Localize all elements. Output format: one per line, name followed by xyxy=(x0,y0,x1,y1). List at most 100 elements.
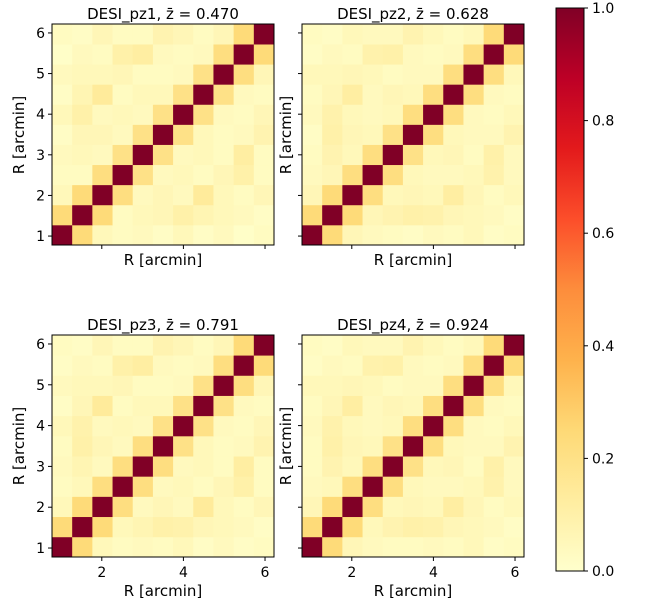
panel-1-heatmap xyxy=(52,24,275,246)
heatmap-cell xyxy=(112,64,134,85)
heatmap-cell xyxy=(233,536,255,558)
heatmap-cell xyxy=(132,44,154,65)
heatmap-cell xyxy=(362,355,384,376)
heatmap-cell xyxy=(443,335,464,356)
heatmap-cell xyxy=(173,476,194,497)
heatmap-cell xyxy=(463,355,485,376)
heatmap-cell xyxy=(52,335,73,356)
heatmap-cell xyxy=(362,415,384,437)
heatmap-cell xyxy=(152,435,174,457)
heatmap-cell xyxy=(72,64,93,85)
heatmap-cell xyxy=(423,104,444,125)
heatmap-cell xyxy=(503,456,525,477)
heatmap-cell xyxy=(423,375,444,396)
heatmap-cell xyxy=(233,84,255,105)
heatmap-cell xyxy=(233,64,255,85)
heatmap-cell xyxy=(233,144,255,166)
heatmap-cell xyxy=(72,44,93,65)
heatmap-cell xyxy=(342,124,363,145)
heatmap-cell xyxy=(112,476,134,497)
heatmap-cell xyxy=(72,104,93,125)
heatmap-cell xyxy=(193,355,214,376)
x-tick-label: 2 xyxy=(347,565,356,581)
heatmap-cell xyxy=(193,84,214,105)
heatmap-cell xyxy=(342,84,363,105)
y-tick-label: 1 xyxy=(36,541,45,557)
heatmap-cell xyxy=(152,104,174,125)
heatmap-cell xyxy=(463,415,485,437)
heatmap-cell xyxy=(92,415,113,437)
panel-1-title: DESI_pz1, z̄ = 0.470 xyxy=(87,5,239,24)
heatmap-cell xyxy=(112,355,134,376)
heatmap-cell xyxy=(152,375,174,396)
heatmap-cell xyxy=(52,144,73,166)
heatmap-cell xyxy=(382,44,404,65)
heatmap-cell xyxy=(463,204,485,226)
heatmap-cell xyxy=(423,44,444,65)
heatmap-cell xyxy=(443,164,464,186)
heatmap-cell xyxy=(362,84,384,105)
heatmap-cell xyxy=(382,64,404,85)
heatmap-cell xyxy=(302,64,323,85)
heatmap-cell xyxy=(52,184,73,206)
heatmap-cell xyxy=(322,435,343,457)
heatmap-cell xyxy=(193,435,214,457)
heatmap-cell xyxy=(503,24,525,45)
colorbar-gradient xyxy=(555,7,585,572)
heatmap-cell xyxy=(463,124,485,145)
colorbar-tick-label: 0.8 xyxy=(592,114,614,130)
y-tick-label: 4 xyxy=(36,419,45,435)
panel-2-frame xyxy=(301,23,525,246)
heatmap-cell xyxy=(173,84,194,105)
heatmap-cell xyxy=(173,375,194,396)
heatmap-cell xyxy=(173,496,194,518)
heatmap-cell xyxy=(52,204,73,226)
heatmap-cell xyxy=(382,104,404,125)
colorbar-tick-label: 0.6 xyxy=(592,226,614,242)
heatmap-cell xyxy=(132,124,154,145)
heatmap-cell xyxy=(423,124,444,145)
heatmap-cell xyxy=(152,415,174,437)
heatmap-cell xyxy=(443,184,464,206)
panel-1-xticks xyxy=(101,245,266,249)
heatmap-cell xyxy=(503,355,525,376)
heatmap-cell xyxy=(72,24,93,45)
heatmap-cell xyxy=(302,204,323,226)
heatmap-cell xyxy=(92,124,113,145)
heatmap-cell xyxy=(342,395,363,417)
heatmap-cell xyxy=(92,456,113,477)
heatmap-cell xyxy=(173,456,194,477)
heatmap-cell xyxy=(322,375,343,396)
heatmap-cell xyxy=(443,224,464,246)
heatmap-cell xyxy=(112,24,134,45)
heatmap-cell xyxy=(193,375,214,396)
heatmap-cell xyxy=(233,456,255,477)
heatmap-cell xyxy=(233,124,255,145)
heatmap-cell xyxy=(463,144,485,166)
heatmap-cell xyxy=(112,335,134,356)
heatmap-cell xyxy=(213,64,235,85)
heatmap-cell xyxy=(382,144,404,166)
panel-2-yticks xyxy=(298,32,302,237)
heatmap-cell xyxy=(423,164,444,186)
heatmap-cell xyxy=(503,395,525,417)
heatmap-cell xyxy=(173,104,194,125)
heatmap-cell xyxy=(322,415,343,437)
heatmap-cell xyxy=(52,44,73,65)
heatmap-cell xyxy=(253,415,275,437)
heatmap-cell xyxy=(92,335,113,356)
heatmap-cell xyxy=(213,224,235,246)
heatmap-cell xyxy=(322,335,343,356)
heatmap-cell xyxy=(402,516,424,538)
heatmap-cell xyxy=(302,44,323,65)
heatmap-cell xyxy=(382,84,404,105)
panel-2-heatmap xyxy=(302,24,525,246)
heatmap-cell xyxy=(402,184,424,206)
heatmap-cell xyxy=(503,84,525,105)
heatmap-cell xyxy=(233,224,255,246)
heatmap-cell xyxy=(72,204,93,226)
heatmap-cell xyxy=(483,64,505,85)
heatmap-cell xyxy=(382,476,404,497)
heatmap-cell xyxy=(463,536,485,558)
panel-2-xticks xyxy=(351,245,516,249)
